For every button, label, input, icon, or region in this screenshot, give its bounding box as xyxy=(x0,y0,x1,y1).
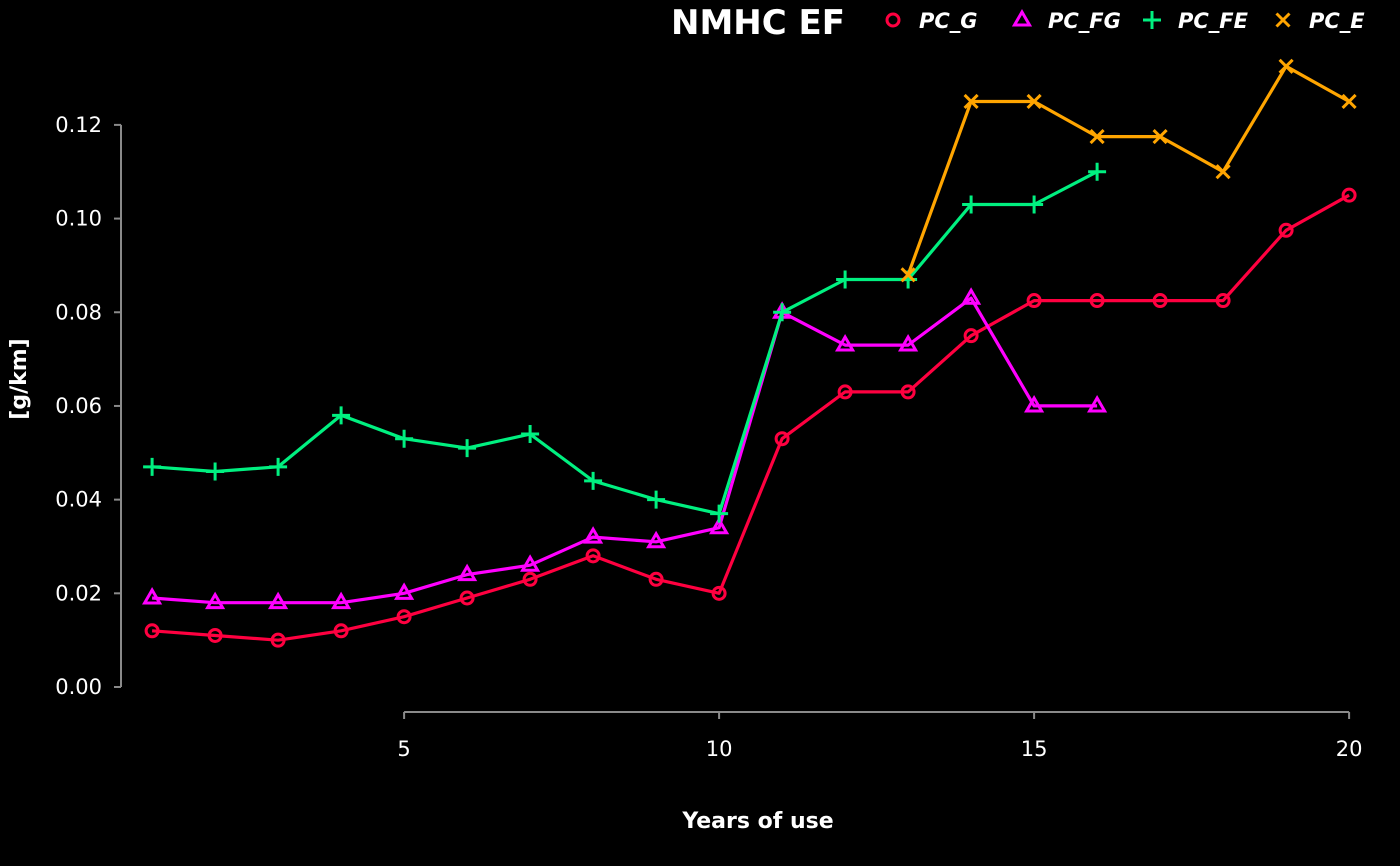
data-point-triangle xyxy=(646,530,667,549)
data-point-circle xyxy=(207,627,223,643)
data-point-triangle xyxy=(1024,394,1045,413)
data-point-triangle xyxy=(142,586,163,605)
series-pc-fg xyxy=(142,287,1108,610)
legend: PC_G PC_FG PC_FE PC_E xyxy=(885,8,1365,33)
data-point-triangle xyxy=(835,334,856,352)
data-point-plus xyxy=(584,471,603,490)
series-pc-fe xyxy=(143,162,1107,523)
data-point-triangle xyxy=(457,563,478,582)
series-line xyxy=(151,170,1098,516)
legend-label: PC_FG xyxy=(1048,9,1121,33)
data-point-plus xyxy=(962,195,981,214)
y-tick-label: 0.12 xyxy=(55,113,102,137)
data-point-plus xyxy=(710,504,729,523)
data-point-plus xyxy=(1088,162,1107,181)
data-point-circle xyxy=(585,548,601,564)
legend-marker-plus xyxy=(1143,11,1161,29)
data-point-circle xyxy=(1215,293,1231,309)
x-tick-label: 5 xyxy=(397,737,410,761)
series-line xyxy=(151,193,1350,642)
legend-label: PC_G xyxy=(919,9,978,33)
legend-marker-x xyxy=(1275,12,1291,28)
series-line xyxy=(151,296,1098,605)
data-point-triangle xyxy=(394,582,415,600)
legend-label: PC_E xyxy=(1309,9,1365,33)
data-point-plus xyxy=(395,429,414,448)
data-point-x xyxy=(1026,93,1042,110)
data-point-circle xyxy=(1089,293,1105,309)
y-tick-label: 0.00 xyxy=(55,675,102,699)
data-point-triangle xyxy=(709,516,730,535)
chart-title: NMHC EF xyxy=(671,3,845,43)
data-point-circle xyxy=(711,585,727,601)
legend-marker-circle xyxy=(885,12,901,28)
data-point-triangle xyxy=(268,591,289,610)
y-tick-label: 0.06 xyxy=(55,394,102,418)
data-point-circle xyxy=(1278,222,1294,238)
data-point-plus xyxy=(1025,195,1044,214)
data-point-circle xyxy=(963,328,979,344)
data-point-plus xyxy=(773,303,792,322)
legend-item: PC_FE xyxy=(1143,9,1249,33)
data-point-circle xyxy=(270,632,286,648)
legend-item: PC_G xyxy=(885,9,978,33)
data-point-triangle xyxy=(1087,394,1108,413)
data-point-x xyxy=(963,93,979,110)
y-tick-label: 0.08 xyxy=(55,300,102,324)
data-point-circle xyxy=(522,571,538,587)
series-pc-e xyxy=(900,58,1357,283)
y-tick-label: 0.10 xyxy=(55,207,102,231)
data-point-circle xyxy=(1026,293,1042,309)
data-point-triangle xyxy=(961,287,982,305)
data-point-triangle xyxy=(205,591,226,610)
data-point-circle xyxy=(1152,293,1168,309)
x-tick-label: 20 xyxy=(1336,737,1363,761)
data-point-x xyxy=(1089,129,1105,145)
data-point-triangle xyxy=(520,554,541,572)
data-point-circle xyxy=(333,623,349,639)
legend-item: PC_FG xyxy=(1011,8,1121,33)
data-point-triangle xyxy=(331,591,352,610)
data-point-circle xyxy=(1341,187,1357,203)
y-axis: 0.00 0.02 0.04 0.06 0.08 0.10 0.12 xyxy=(55,113,122,699)
data-point-plus xyxy=(332,406,351,425)
data-point-triangle xyxy=(898,334,919,352)
x-tick-label: 10 xyxy=(706,737,733,761)
data-point-x xyxy=(1215,164,1231,180)
x-tick-label: 15 xyxy=(1021,737,1048,761)
data-point-x xyxy=(1278,58,1294,74)
data-point-triangle xyxy=(583,526,604,544)
data-point-plus xyxy=(521,425,540,444)
data-point-circle xyxy=(459,590,475,606)
data-point-circle xyxy=(900,384,916,400)
series-line xyxy=(906,64,1350,276)
y-tick-label: 0.02 xyxy=(55,581,102,605)
data-point-circle xyxy=(396,609,412,625)
data-point-x xyxy=(900,267,916,283)
legend-label: PC_FE xyxy=(1178,9,1249,33)
data-point-plus xyxy=(206,462,225,481)
data-point-plus xyxy=(269,457,288,476)
data-point-circle xyxy=(837,384,853,400)
data-point-x xyxy=(1152,129,1168,145)
y-axis-title: [g/km] xyxy=(7,338,32,419)
data-point-x xyxy=(1341,93,1357,110)
y-tick-label: 0.04 xyxy=(55,488,102,512)
data-point-circle xyxy=(648,571,664,587)
data-point-plus xyxy=(836,270,855,289)
data-point-plus xyxy=(458,439,477,458)
data-point-circle xyxy=(774,431,790,447)
data-point-plus xyxy=(143,457,162,476)
series-pc-g xyxy=(144,187,1357,648)
legend-marker-triangle xyxy=(1011,8,1033,27)
series-layer xyxy=(142,58,1357,648)
x-axis: 5 10 15 20 xyxy=(397,711,1363,761)
data-point-circle xyxy=(144,623,160,639)
legend-item: PC_E xyxy=(1275,9,1365,33)
x-axis-title: Years of use xyxy=(681,809,833,834)
data-point-plus xyxy=(647,490,666,509)
